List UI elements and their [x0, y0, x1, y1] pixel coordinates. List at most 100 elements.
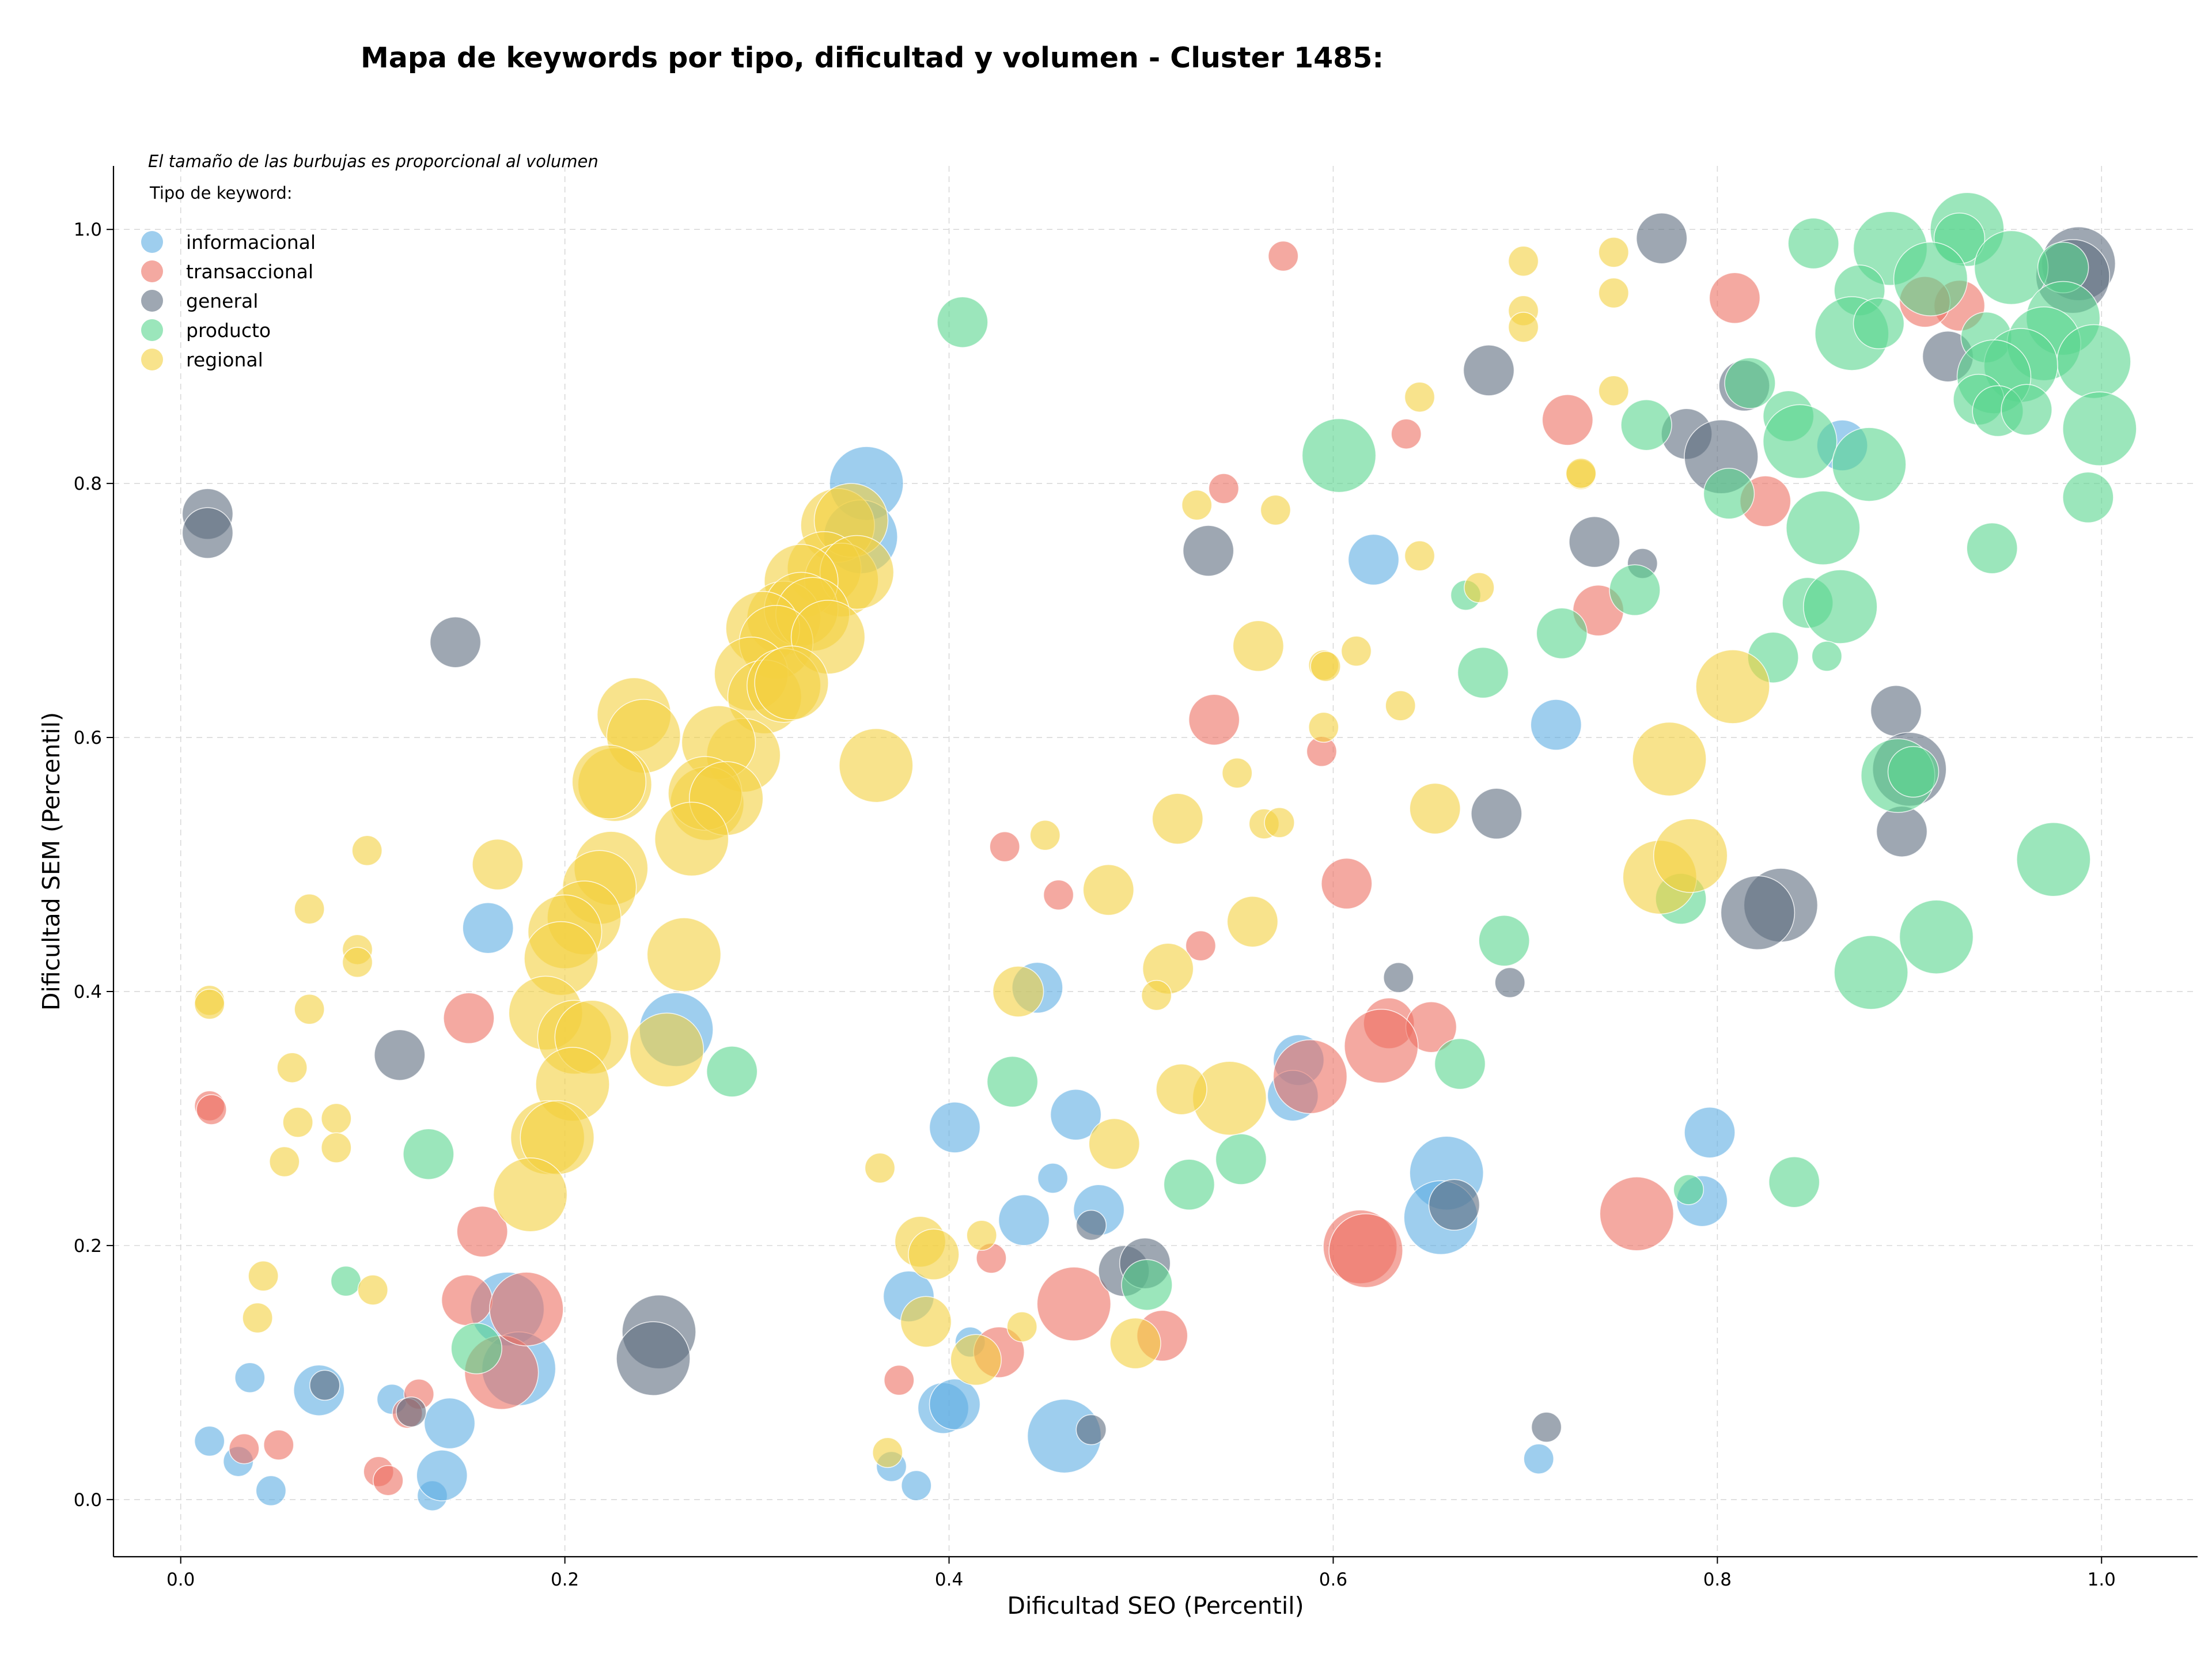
- bubble-regional: [1152, 793, 1204, 845]
- bubble-producto: [706, 1046, 758, 1098]
- y-tick-label: 1.0: [74, 220, 102, 240]
- bubble-transaccional: [263, 1429, 294, 1461]
- bubble-producto: [1786, 490, 1861, 566]
- bubble-transaccional: [989, 831, 1020, 862]
- bubble-informacional: [423, 1397, 476, 1450]
- x-tick-label: 0.6: [1319, 1569, 1347, 1590]
- bubble-regional: [900, 1296, 952, 1348]
- bubble-regional: [294, 893, 325, 925]
- bubble-transaccional: [1036, 1266, 1112, 1342]
- bubble-regional: [1260, 494, 1291, 526]
- bubble-transaccional: [1599, 1176, 1675, 1251]
- bubble-producto: [1899, 899, 1974, 974]
- bubble-regional: [1226, 895, 1279, 948]
- bubble-informacional: [929, 1102, 981, 1153]
- bubble-producto: [1803, 569, 1878, 644]
- bubble-transaccional: [1185, 930, 1217, 962]
- bubble-general: [309, 1369, 340, 1401]
- bubble-regional: [1598, 277, 1630, 309]
- bubble-general: [374, 1029, 426, 1081]
- bubble-general: [1720, 875, 1796, 951]
- bubble-transaccional: [1267, 240, 1299, 272]
- bubble-producto: [1673, 1174, 1705, 1205]
- bubble-producto: [1787, 217, 1839, 270]
- bubble-transaccional: [884, 1364, 915, 1396]
- bubble-regional: [1404, 540, 1435, 572]
- data-bubbles: [181, 192, 2137, 1511]
- bubble-regional: [571, 744, 647, 819]
- bubble-transaccional: [1208, 473, 1240, 504]
- bubble-transaccional: [1272, 1039, 1348, 1114]
- bubble-regional: [1632, 721, 1707, 797]
- bubble-regional: [276, 1052, 308, 1083]
- bubble-informacional: [1684, 1106, 1736, 1159]
- bubble-general: [429, 616, 482, 668]
- bubble-transaccional: [373, 1465, 404, 1496]
- bubble-informacional: [462, 902, 514, 954]
- bubble-transaccional: [196, 1094, 227, 1125]
- x-tick-label: 0.0: [166, 1569, 195, 1590]
- bubble-regional: [194, 989, 225, 1020]
- bubble-producto: [330, 1265, 362, 1297]
- bubble-regional: [321, 1132, 352, 1163]
- bubble-producto: [1834, 935, 1908, 1010]
- x-tick-label: 1.0: [2088, 1569, 2116, 1590]
- x-axis-label: Dificultad SEO (Percentil): [1007, 1592, 1304, 1620]
- bubble-regional: [1264, 807, 1295, 838]
- bubble-general: [1531, 1412, 1562, 1443]
- bubble-regional: [1109, 1317, 1161, 1369]
- bubble-transaccional: [229, 1433, 260, 1465]
- bubble-producto: [1215, 1133, 1267, 1185]
- bubble-producto: [450, 1322, 502, 1375]
- bubble-regional: [1310, 650, 1341, 682]
- bubble-regional: [493, 1157, 568, 1232]
- y-tick-label: 0.8: [74, 474, 102, 494]
- y-tick-label: 0.0: [74, 1490, 102, 1511]
- bubble-transaccional: [443, 992, 495, 1045]
- bubble-producto: [1724, 357, 1776, 409]
- bubble-regional: [294, 994, 325, 1025]
- bubble-regional: [242, 1302, 273, 1334]
- bubble-producto: [1832, 427, 1907, 502]
- legend-marker-informacional: [141, 231, 163, 253]
- bubble-regional: [992, 966, 1044, 1017]
- bubble-producto: [1811, 641, 1843, 672]
- bubble-regional: [282, 1107, 313, 1138]
- bubble-general: [1463, 345, 1515, 396]
- bubble-producto: [1121, 1259, 1173, 1311]
- bubble-regional: [1508, 245, 1539, 277]
- bubble-informacional: [194, 1425, 225, 1457]
- bubble-general: [181, 507, 234, 559]
- bubble-regional: [472, 838, 524, 891]
- bubble-regional: [1508, 312, 1539, 343]
- bubble-transaccional: [1344, 1009, 1419, 1084]
- axis-ticks: 0.0 0.2 0.4 0.6 0.8 1.0 0.0 0.2 0.4 0.6 0.8 1.0: [74, 220, 2116, 1590]
- bubble-informacional: [998, 1194, 1050, 1246]
- legend-label-informacional: informacional: [186, 231, 316, 253]
- legend: Tipo de keyword: informacional transaccio…: [141, 183, 316, 371]
- bubble-producto: [1893, 241, 1968, 316]
- bubble-producto: [1434, 1038, 1486, 1090]
- bubble-regional: [864, 1152, 896, 1184]
- bubble-informacional: [416, 1450, 468, 1501]
- bubble-regional: [1029, 820, 1061, 851]
- bubble-producto: [1887, 746, 1940, 798]
- bubble-regional: [839, 728, 914, 803]
- bubble-regional: [1181, 489, 1213, 521]
- bubble-producto: [1966, 522, 2018, 574]
- bubble-regional: [1404, 381, 1435, 413]
- bubble-producto: [2062, 391, 2137, 467]
- bubble-regional: [908, 1228, 960, 1281]
- bubble-regional: [950, 1334, 1002, 1386]
- legend-marker-transaccional: [141, 260, 163, 282]
- legend-label-transaccional: transaccional: [186, 260, 313, 283]
- bubble-informacional: [1523, 1443, 1554, 1474]
- bubble-producto: [986, 1055, 1039, 1108]
- bubble-regional: [1308, 712, 1339, 743]
- bubble-transaccional: [1321, 857, 1373, 910]
- bubble-informacional: [255, 1475, 287, 1507]
- y-tick-label: 0.2: [74, 1236, 102, 1257]
- legend-title: Tipo de keyword:: [149, 183, 293, 203]
- bubble-regional: [1695, 649, 1770, 724]
- bubble-regional: [351, 835, 382, 867]
